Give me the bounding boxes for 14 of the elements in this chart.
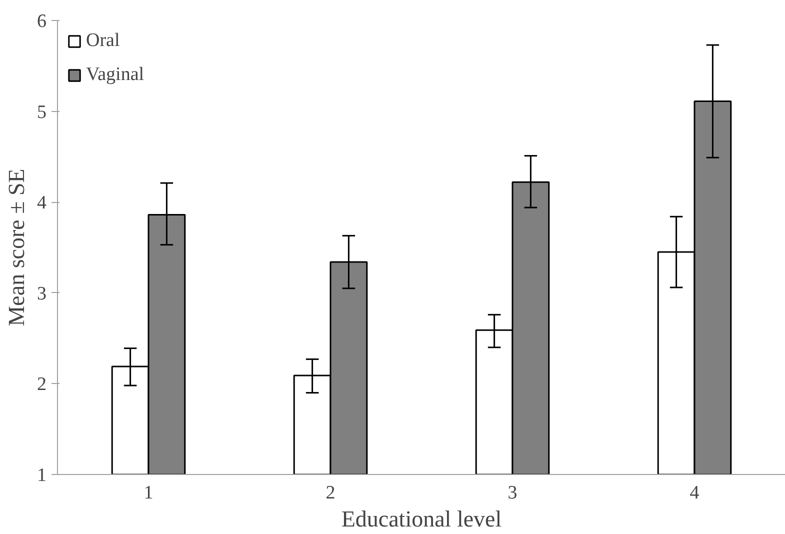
x-tick-label: 2 [326,482,336,504]
x-axis-title: Educational level [341,506,502,532]
y-tick-label: 3 [37,283,46,304]
legend-label: Vaginal [86,64,144,86]
y-tick-label: 6 [37,11,46,32]
y-tick-label: 1 [37,465,46,486]
legend-label: Oral [86,30,120,52]
y-tick-label: 2 [37,374,46,396]
x-tick-label: 3 [508,482,518,504]
x-tick-label: 4 [690,482,700,504]
y-tick-label: 4 [37,192,47,214]
y-tick-label: 5 [37,102,46,123]
x-tick-label: 1 [144,482,154,504]
y-axis-title: Mean score ± SE [4,168,29,326]
